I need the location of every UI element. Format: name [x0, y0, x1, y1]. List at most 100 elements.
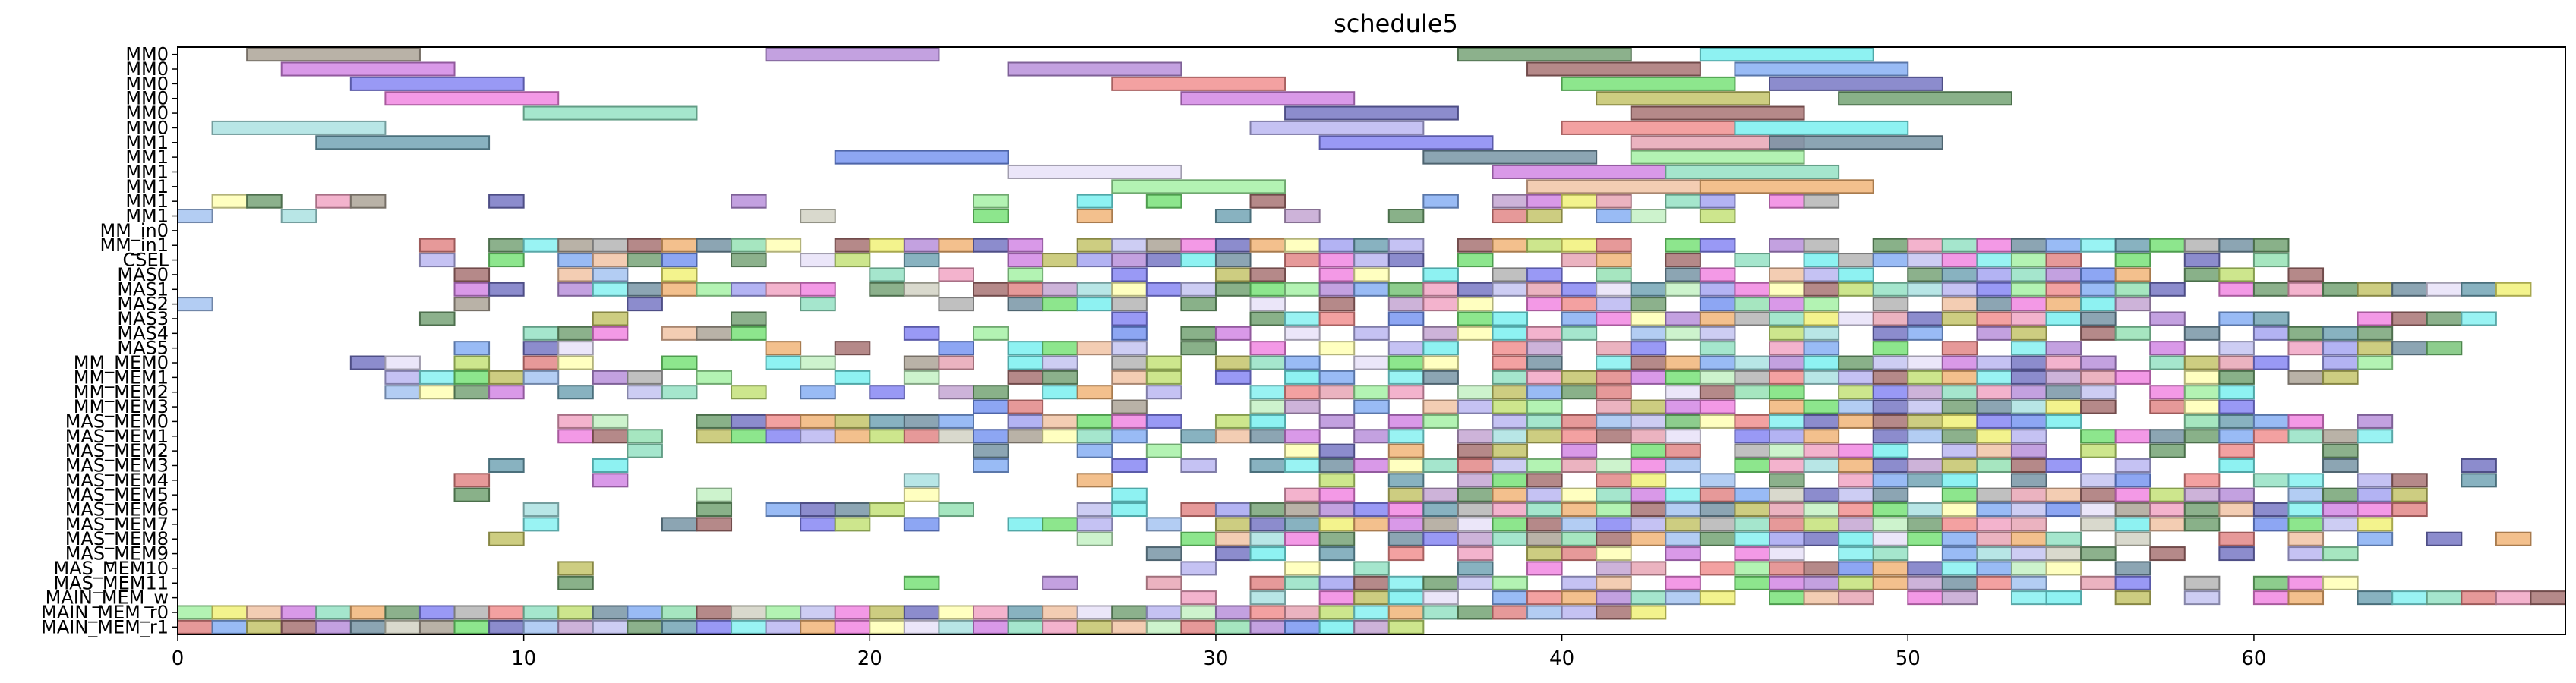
- task-bar: [869, 282, 905, 297]
- task-bar: [1284, 531, 1321, 546]
- task-bar: [1561, 238, 1598, 253]
- task-bar: [1007, 355, 1044, 370]
- task-bar: [453, 605, 491, 620]
- task-bar: [2114, 297, 2151, 312]
- task-bar: [2183, 487, 2221, 502]
- task-bar: [1630, 297, 1667, 312]
- task-bar: [1803, 414, 1840, 429]
- task-bar: [1526, 179, 1701, 194]
- task-bar: [1769, 311, 1805, 326]
- task-bar: [1769, 575, 1805, 590]
- task-bar: [696, 282, 733, 297]
- task-bar: [1180, 502, 1217, 518]
- task-bar: [2080, 399, 2117, 414]
- task-bar: [1907, 502, 1943, 518]
- task-bar: [1803, 561, 1840, 576]
- y-tick-label: MM1: [125, 176, 169, 197]
- task-bar: [1422, 326, 1459, 341]
- task-bar: [1353, 429, 1390, 444]
- task-bar: [1457, 443, 1494, 458]
- task-bar: [1907, 561, 1943, 576]
- task-bar: [1076, 429, 1113, 444]
- task-bar: [1457, 47, 1632, 62]
- task-bar: [1699, 385, 1736, 400]
- task-bar: [2010, 385, 2047, 400]
- task-bar: [869, 385, 905, 400]
- task-bar: [869, 605, 905, 620]
- task-bar: [2461, 282, 2497, 297]
- task-bar: [2080, 355, 2117, 370]
- task-bar: [2357, 341, 2394, 356]
- task-bar: [1803, 590, 1840, 606]
- task-bar: [1318, 238, 1356, 253]
- task-bar: [2149, 546, 2186, 562]
- task-bar: [1318, 605, 1356, 620]
- task-bar: [1492, 341, 1529, 356]
- task-bar: [1907, 370, 1943, 385]
- task-bar: [1699, 326, 1736, 341]
- task-bar: [1941, 238, 1978, 253]
- task-bar: [1561, 517, 1598, 532]
- task-bar: [1145, 517, 1182, 532]
- task-bar: [2391, 341, 2428, 356]
- task-bar: [765, 605, 802, 620]
- task-bar: [418, 605, 456, 620]
- task-bar: [869, 429, 905, 444]
- task-bar: [1284, 561, 1321, 576]
- task-bar: [1803, 341, 1840, 356]
- task-bar: [1596, 355, 1632, 370]
- task-bar: [453, 385, 491, 400]
- task-bar: [1387, 487, 1425, 502]
- task-bar: [1214, 546, 1252, 562]
- task-bar: [1976, 517, 2012, 532]
- task-bar: [2080, 546, 2117, 562]
- task-bar: [1526, 414, 1563, 429]
- task-bar: [177, 209, 213, 224]
- task-bar: [2357, 326, 2394, 341]
- task-bar: [1353, 605, 1390, 620]
- task-bar: [1145, 619, 1182, 634]
- task-bar: [1976, 370, 2012, 385]
- task-bar: [1838, 282, 1874, 297]
- y-tick-label: MAS_MEM8: [65, 528, 169, 549]
- task-bar: [2183, 385, 2221, 400]
- task-bar: [1734, 414, 1771, 429]
- task-bar: [1734, 370, 1771, 385]
- task-bar: [1180, 605, 1217, 620]
- task-bar: [1284, 238, 1321, 253]
- y-tick-label: MM_MEM0: [74, 352, 169, 373]
- y-axis-labels: MM0MM0MM0MM0MM0MM0MM1MM1MM1MM1MM1MM1MM_i…: [41, 44, 178, 637]
- task-bar: [1042, 414, 1078, 429]
- task-bar: [1596, 370, 1632, 385]
- task-bar: [2357, 517, 2394, 532]
- task-bar: [557, 619, 594, 634]
- task-bar: [2149, 341, 2186, 356]
- task-bar: [661, 253, 698, 268]
- task-bar: [1630, 355, 1667, 370]
- task-bar: [1630, 590, 1667, 606]
- task-bar: [1353, 238, 1390, 253]
- task-bar: [1699, 194, 1736, 209]
- task-bar: [1872, 414, 1909, 429]
- task-bar: [1976, 326, 2012, 341]
- task-bar: [2218, 385, 2255, 400]
- task-bar: [1803, 267, 1840, 282]
- task-bar: [2218, 502, 2255, 518]
- task-bar: [1907, 311, 1943, 326]
- task-bar: [1526, 61, 1701, 77]
- task-bar: [488, 385, 525, 400]
- task-bar: [1630, 399, 1667, 414]
- task-bar: [1699, 502, 1736, 518]
- task-bar: [1630, 605, 1667, 620]
- task-bar: [1699, 355, 1736, 370]
- task-bar: [2080, 473, 2117, 488]
- task-bar: [1665, 385, 1701, 400]
- task-bar: [1284, 311, 1321, 326]
- task-bar: [1907, 458, 1943, 473]
- task-bar: [2183, 575, 2221, 590]
- task-bar: [1630, 105, 1805, 121]
- task-bar: [696, 238, 733, 253]
- task-bar: [2114, 531, 2151, 546]
- task-bar: [1699, 341, 1736, 356]
- task-bar: [1145, 414, 1182, 429]
